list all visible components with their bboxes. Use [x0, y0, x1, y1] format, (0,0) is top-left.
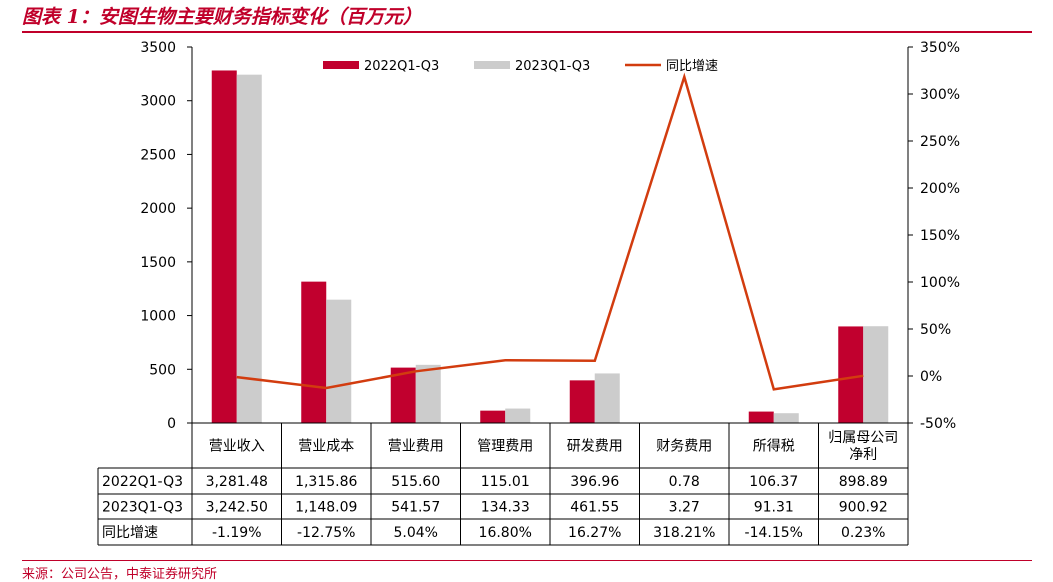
bar-2023 [237, 75, 262, 423]
bar-2023 [416, 365, 441, 423]
legend-label-2022: 2022Q1-Q3 [364, 59, 439, 74]
table-cell: -14.15% [745, 525, 803, 541]
category-label: 归属母公司 [828, 429, 898, 446]
table-row-label: 同比增速 [102, 525, 158, 541]
category-label: 所得税 [753, 438, 795, 455]
table-cell: 3.27 [669, 500, 700, 516]
table-cell: 1,315.86 [295, 474, 357, 490]
table-cell: 0.78 [669, 474, 700, 490]
table-cell: 16.27% [568, 525, 621, 541]
right-axis-tick-label: 150% [920, 228, 960, 244]
category-label: 财务费用 [656, 439, 712, 455]
table-cell: 3,242.50 [206, 500, 268, 516]
table-cell: 115.01 [481, 474, 530, 490]
legend-label-growth: 同比增速 [666, 59, 718, 74]
right-axis-tick-label: -50% [920, 416, 956, 432]
legend-label-2023: 2023Q1-Q3 [515, 59, 590, 74]
left-axis-tick-label: 1000 [140, 309, 176, 325]
left-axis-tick-label: 0 [167, 416, 176, 432]
right-axis-tick-label: 0% [920, 369, 942, 385]
left-axis-tick-label: 1500 [140, 255, 176, 271]
table-cell: 16.80% [479, 525, 532, 541]
bar-2022 [838, 326, 863, 423]
right-axis-tick-label: 300% [920, 87, 960, 103]
table-cell: 541.57 [391, 500, 440, 516]
category-label: 营业费用 [388, 439, 444, 455]
left-axis-tick-label: 2000 [140, 201, 176, 217]
table-cell: 461.55 [570, 500, 619, 516]
source-rule [22, 560, 1032, 561]
bar-2023 [326, 300, 351, 423]
right-axis-tick-label: 50% [920, 322, 951, 338]
table-row-label: 2022Q1-Q3 [102, 474, 183, 490]
bar-2023 [774, 413, 799, 423]
table-cell: 318.21% [653, 525, 715, 541]
table-cell: 898.89 [839, 474, 888, 490]
bar-2022 [570, 380, 595, 423]
bar-2023 [505, 409, 530, 423]
bar-2022 [212, 70, 237, 423]
table-cell: 5.04% [394, 525, 438, 541]
table-cell: -12.75% [297, 525, 355, 541]
table-cell: 0.23% [841, 525, 885, 541]
category-label: 研发费用 [567, 439, 623, 455]
bar-2023 [595, 373, 620, 423]
category-label: 营业收入 [209, 439, 265, 455]
table-cell: 396.96 [570, 474, 619, 490]
table-cell: 134.33 [481, 500, 530, 516]
left-axis-tick-label: 2500 [140, 147, 176, 163]
bar-2022 [480, 411, 505, 423]
legend-swatch-2023 [474, 61, 510, 69]
left-axis-tick-label: 3500 [140, 40, 176, 56]
table-row-label: 2023Q1-Q3 [102, 500, 183, 516]
category-label: 营业成本 [298, 439, 354, 455]
table-cell: 515.60 [391, 474, 440, 490]
table-cell: 900.92 [839, 500, 888, 516]
bar-2022 [301, 282, 326, 423]
table-cell: 106.37 [749, 474, 798, 490]
table-cell: 1,148.09 [295, 500, 357, 516]
right-axis-tick-label: 350% [920, 40, 960, 56]
category-label: 管理费用 [477, 439, 533, 455]
right-axis-tick-label: 100% [920, 275, 960, 291]
category-label: 净利 [849, 447, 877, 463]
combo-chart: 0 500 1000 1500 2000 2500 3000 3500 -50% 0% 50% 100… [0, 0, 1053, 558]
table-cell: 91.31 [754, 500, 794, 516]
table-cell: 3,281.48 [206, 474, 268, 490]
right-axis-tick-label: 250% [920, 134, 960, 150]
left-axis-tick-label: 3000 [140, 94, 176, 110]
bar-2022 [749, 412, 774, 423]
legend-swatch-2022 [323, 61, 359, 69]
bar-2023 [863, 326, 888, 423]
source-note: 来源：公司公告，中泰证券研究所 [22, 563, 217, 582]
right-axis-tick-label: 200% [920, 181, 960, 197]
left-axis-tick-label: 500 [149, 362, 176, 378]
table-cell: -1.19% [212, 525, 262, 541]
